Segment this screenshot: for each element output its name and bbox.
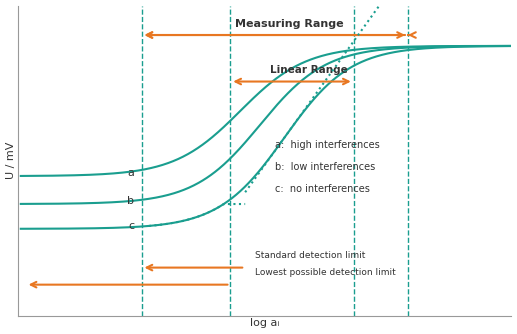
Text: c:  no interferences: c: no interferences	[275, 183, 370, 193]
X-axis label: log aᵢ: log aᵢ	[250, 318, 280, 328]
Text: c: c	[128, 221, 134, 231]
Text: Standard detection limit: Standard detection limit	[255, 251, 366, 260]
Text: a: a	[127, 168, 134, 178]
Text: b:  low interferences: b: low interferences	[275, 162, 375, 172]
Text: Linear Range: Linear Range	[270, 65, 348, 75]
Y-axis label: U / mV: U / mV	[6, 142, 16, 179]
Text: a:  high interferences: a: high interferences	[275, 140, 379, 150]
Text: Lowest possible detection limit: Lowest possible detection limit	[255, 269, 396, 277]
Text: b: b	[127, 196, 134, 206]
Text: Measuring Range: Measuring Range	[235, 19, 344, 28]
